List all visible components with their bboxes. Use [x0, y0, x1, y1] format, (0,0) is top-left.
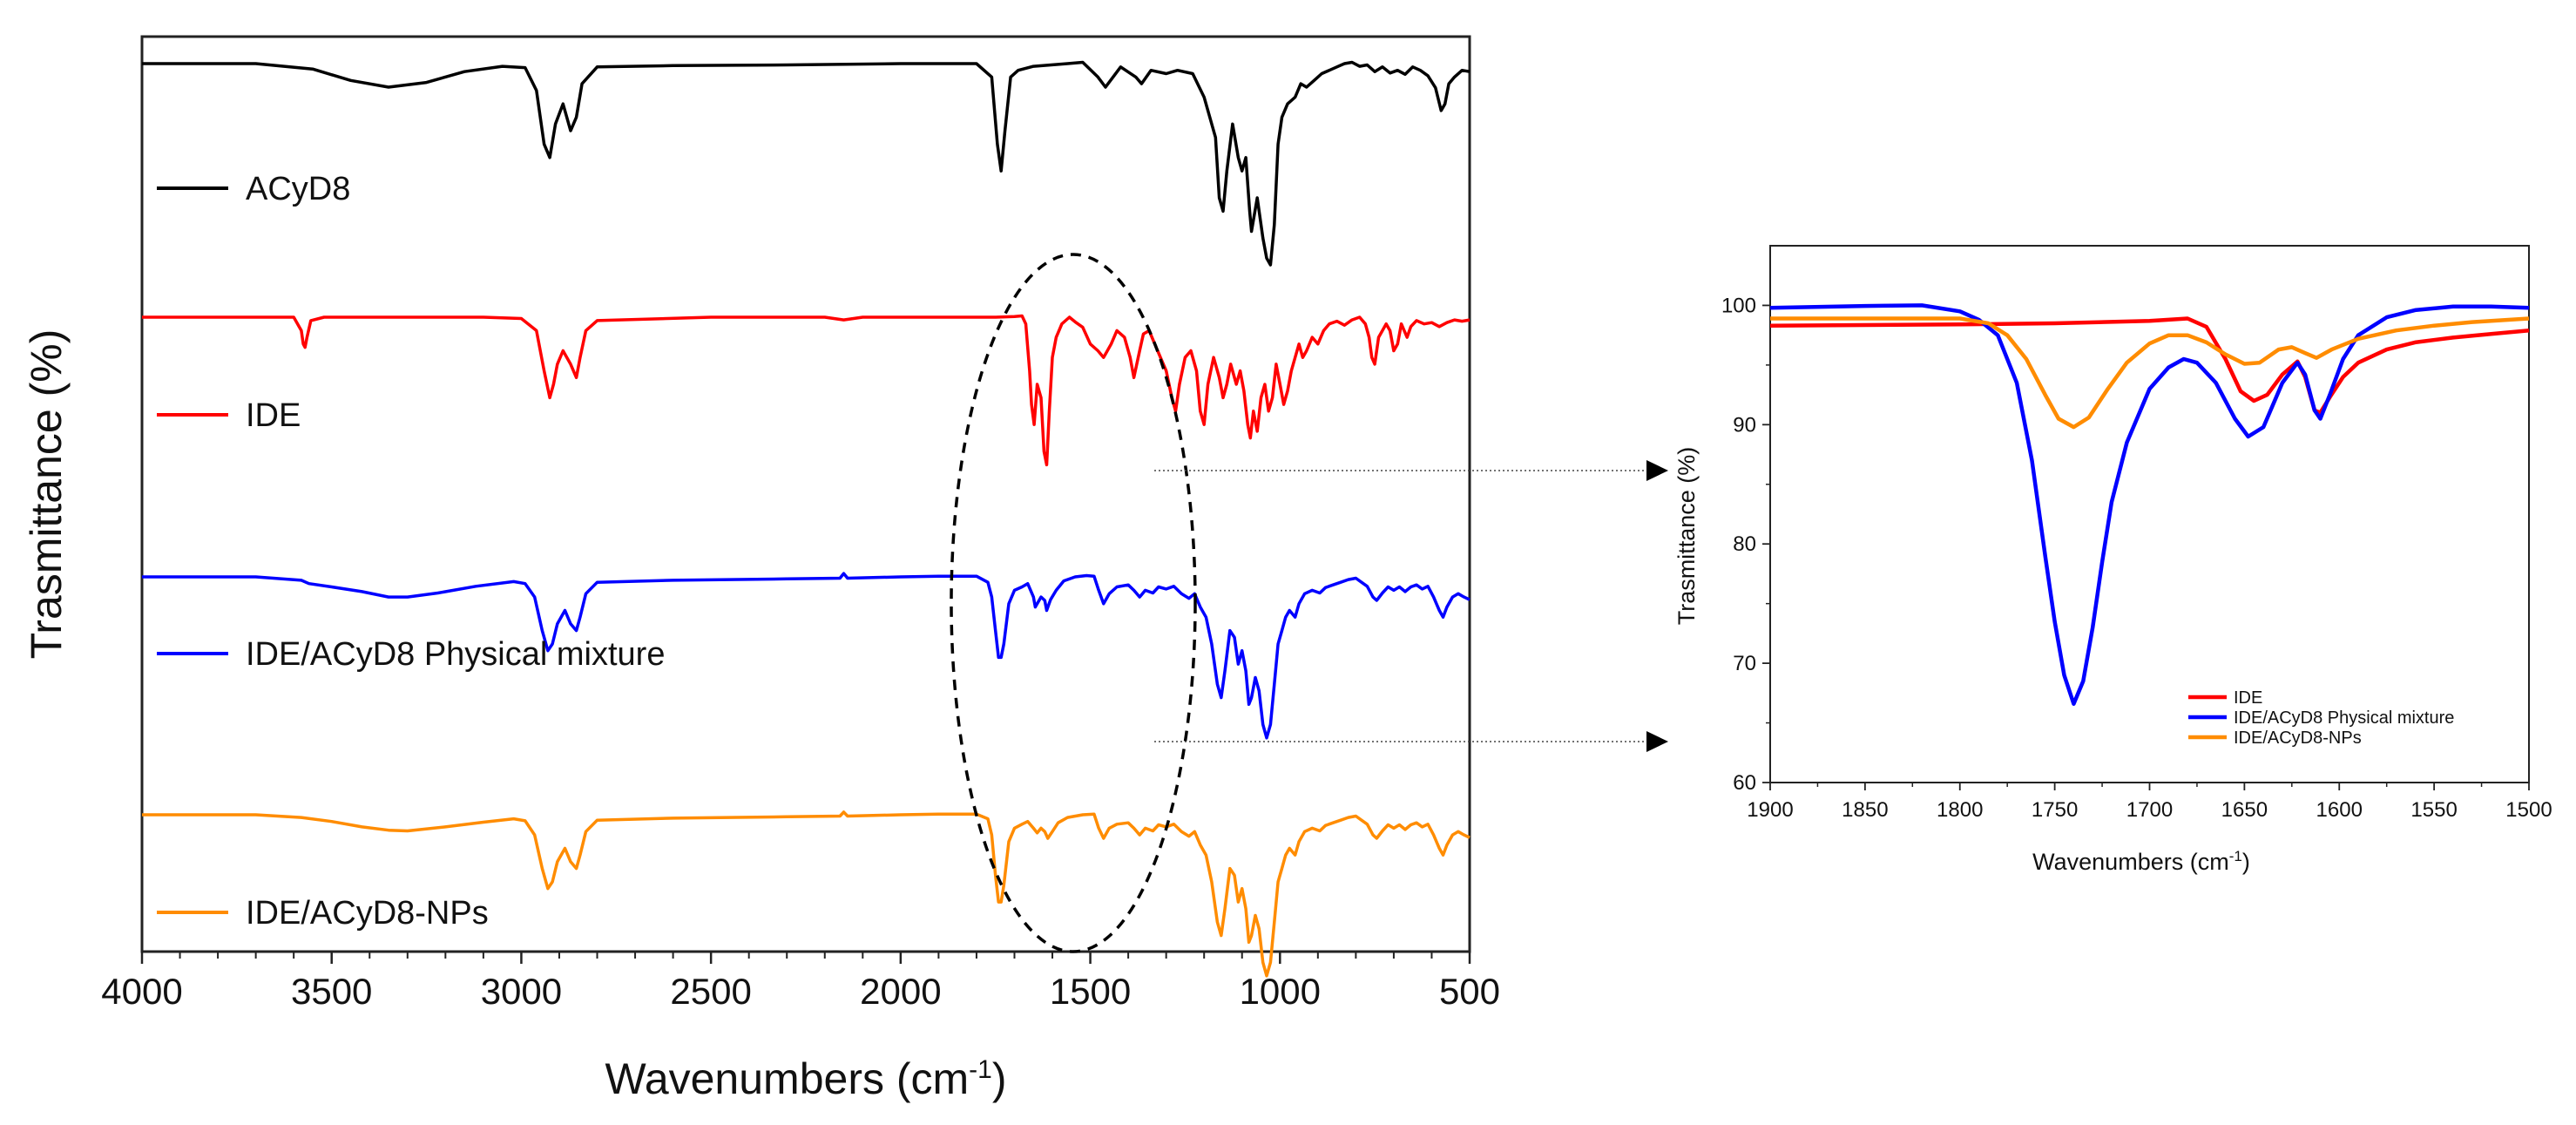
- inset-legend-label-ide-acyd8-nps: IDE/ACyD8-NPs: [2234, 729, 2362, 748]
- inset-series-group: [1769, 303, 2530, 706]
- inset-x-tick-label: 1800: [1937, 798, 1983, 822]
- zoom-arrow-head-1: [1646, 460, 1668, 481]
- inset-x-tick-label: 1850: [1842, 798, 1888, 822]
- inset-y-tick-label: 90: [1733, 413, 1756, 437]
- highlight-ellipse: [950, 253, 1197, 953]
- main-x-tick-label: 2500: [670, 971, 751, 1012]
- inset-axes: 1900 1850 1800 1750 1700 1650 1600 1550 1500 60 70…: [1721, 245, 2552, 822]
- main-legend-label-acyd8: ACyD8: [246, 171, 350, 207]
- inset-y-tick-label: 100: [1721, 294, 1756, 317]
- main-series-line-acyd8: [142, 60, 1471, 267]
- main-series-line-ide-acyd8-nps: [142, 810, 1471, 978]
- inset-y-axis-title: Trasmittance (%): [1673, 447, 1700, 626]
- main-y-axis-title: Trasmittance (%): [22, 329, 71, 660]
- zoom-arrow-head-2: [1646, 731, 1668, 752]
- inset-series-line-ide-acyd8-nps: [1770, 316, 2530, 430]
- main-x-axis-title: Wavenumbers (cm-1): [605, 1054, 1006, 1103]
- main-x-tick-label: 3000: [481, 971, 562, 1012]
- main-plot-frame: [140, 35, 1471, 953]
- main-x-tick-label: 4000: [101, 971, 182, 1012]
- inset-legend-label-ide: IDE: [2234, 688, 2262, 708]
- inset-x-tick-label: 1650: [2221, 798, 2268, 822]
- inset-x-tick-label: 1750: [2032, 798, 2078, 822]
- inset-y-tick-label: 80: [1733, 532, 1756, 556]
- inset-legend-label-ide-acyd8-physical-mixture: IDE/ACyD8 Physical mixture: [2234, 708, 2454, 728]
- inset-x-axis-title: Wavenumbers (cm-1): [2032, 848, 2250, 875]
- main-series-line-ide: [142, 314, 1471, 467]
- inset-x-tick-label: 1900: [1747, 798, 1793, 822]
- main-series-line-ide-acyd8-physical-mixture: [142, 572, 1471, 740]
- inset-series-line-ide-acyd8-physical-mixture: [1769, 303, 2530, 706]
- main-x-ticks: 4000 3500 3000 2500 2000 1500 1000 500: [101, 952, 1500, 1012]
- main-x-tick-label: 1000: [1240, 971, 1321, 1012]
- inset-x-tick-label: 1600: [2316, 798, 2363, 822]
- main-chart: ACyD8 IDE IDE/ACyD8 Physical mixture IDE/AC…: [22, 35, 1668, 1103]
- inset-x-tick-label: 1550: [2410, 798, 2457, 822]
- main-legend-group: ACyD8 IDE IDE/ACyD8 Physical mixture IDE/AC…: [157, 171, 665, 932]
- main-legend-label-ide: IDE: [246, 397, 301, 434]
- inset-x-tick-label: 1700: [2126, 798, 2173, 822]
- inset-y-tick-label: 70: [1733, 652, 1756, 675]
- main-series-group: [142, 60, 1471, 978]
- inset-chart: 1900 1850 1800 1750 1700 1650 1600 1550 1500 60 70…: [1673, 245, 2552, 875]
- main-x-tick-label: 2000: [860, 971, 941, 1012]
- main-legend-label-ide-acyd8-physical-mixture: IDE/ACyD8 Physical mixture: [246, 636, 665, 673]
- main-x-tick-label: 1500: [1050, 971, 1131, 1012]
- main-x-tick-label: 500: [1439, 971, 1500, 1012]
- inset-x-tick-label: 1500: [2505, 798, 2552, 822]
- inset-series-line-ide: [1769, 316, 2530, 415]
- inset-y-tick-label: 60: [1733, 771, 1756, 795]
- main-legend-label-ide-acyd8-nps: IDE/ACyD8-NPs: [246, 895, 489, 932]
- main-x-tick-label: 3500: [291, 971, 372, 1012]
